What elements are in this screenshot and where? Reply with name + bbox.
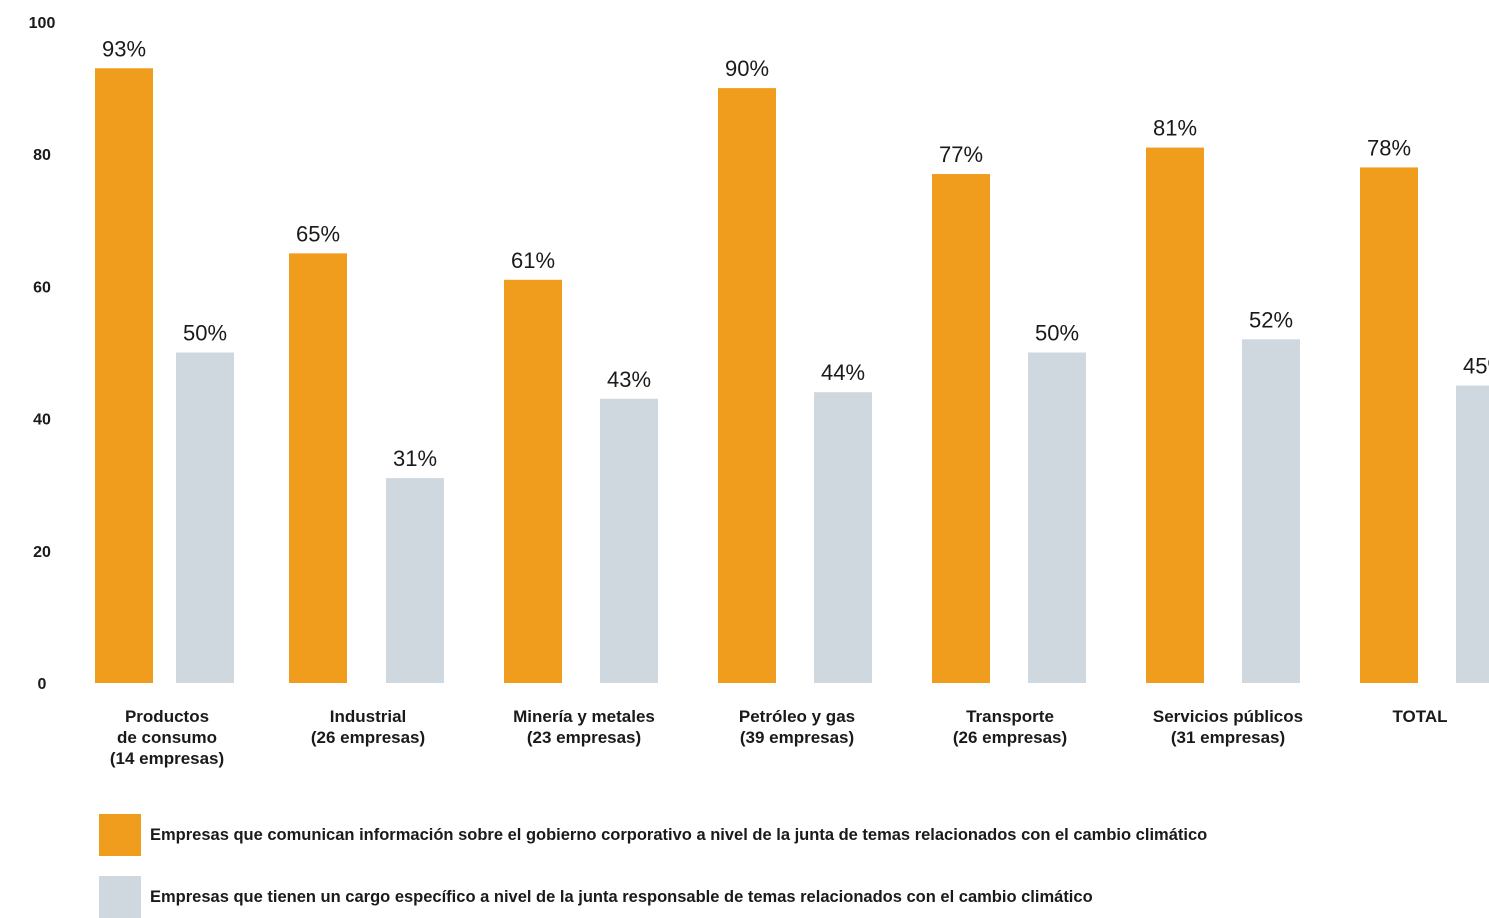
bar-s1-c0 [176,352,234,683]
bar-s0-c1 [289,253,347,683]
bars [95,68,1489,684]
bar-s0-c3 [718,88,776,684]
category-label-4: Transporte (26 empresas) [953,707,1067,747]
category-label-3: Petróleo y gas (39 empresas) [739,707,855,747]
legend-item-1: Empresas que tienen un cargo específico … [99,876,1093,918]
data-label-s0-c1: 65% [296,221,340,246]
data-label-s1-c0: 50% [183,321,227,346]
category-label-6: TOTAL [1392,707,1447,726]
bar-s0-c5 [1146,147,1204,684]
data-label-s1-c4: 50% [1035,321,1079,346]
bar-s0-c2 [504,279,562,683]
bar-s1-c6 [1456,385,1489,683]
bar-s0-c6 [1360,167,1418,684]
category-label-2: Minería y metales (23 empresas) [513,707,655,747]
y-tick-label-80: 80 [33,147,51,164]
bar-s1-c2 [600,398,658,683]
data-label-s1-c3: 44% [821,360,865,385]
legend-item-0: Empresas que comunican información sobre… [99,814,1207,856]
y-tick-label-20: 20 [33,544,51,561]
data-label-s0-c0: 93% [102,36,146,61]
data-label-s0-c3: 90% [725,56,769,81]
legend-swatch-gray [99,876,141,918]
data-label-s0-c6: 78% [1367,135,1411,160]
data-labels: 93% 65% 61% 90% 77% 81% 78% 50% 31% 43% 44% 50% 52% 4… [102,36,1489,471]
y-tick-label-0: 0 [38,676,47,693]
bar-s1-c4 [1028,352,1086,683]
y-tick-label-100: 100 [29,15,56,32]
y-tick-label-40: 40 [33,412,51,429]
data-label-s1-c5: 52% [1249,307,1293,332]
bar-s1-c3 [814,392,872,683]
bar-s0-c4 [932,174,990,683]
data-label-s1-c2: 43% [607,367,651,392]
bar-s0-c0 [95,68,153,683]
bar-s1-c1 [386,478,444,683]
legend-label-1: Empresas que tienen un cargo específico … [150,887,1093,906]
data-label-s0-c5: 81% [1153,116,1197,141]
category-label-0: Productos de consumo (14 empresas) [110,707,224,768]
data-label-s1-c1: 31% [393,446,437,471]
data-label-s0-c2: 61% [511,248,555,273]
data-label-s1-c6: 45% [1463,354,1489,379]
legend-label-0: Empresas que comunican información sobre… [150,825,1208,844]
category-label-1: Industrial (26 empresas) [311,707,425,747]
bar-s1-c5 [1242,339,1300,683]
legend-swatch-orange [99,814,141,856]
y-tick-label-60: 60 [33,279,51,296]
category-label-5: Servicios públicos (31 empresas) [1153,707,1303,747]
y-axis: 0 20 40 60 80 100 [29,15,56,693]
category-labels: Productos de consumo (14 empresas) Industri… [110,707,1448,768]
data-label-s0-c4: 77% [939,142,983,167]
